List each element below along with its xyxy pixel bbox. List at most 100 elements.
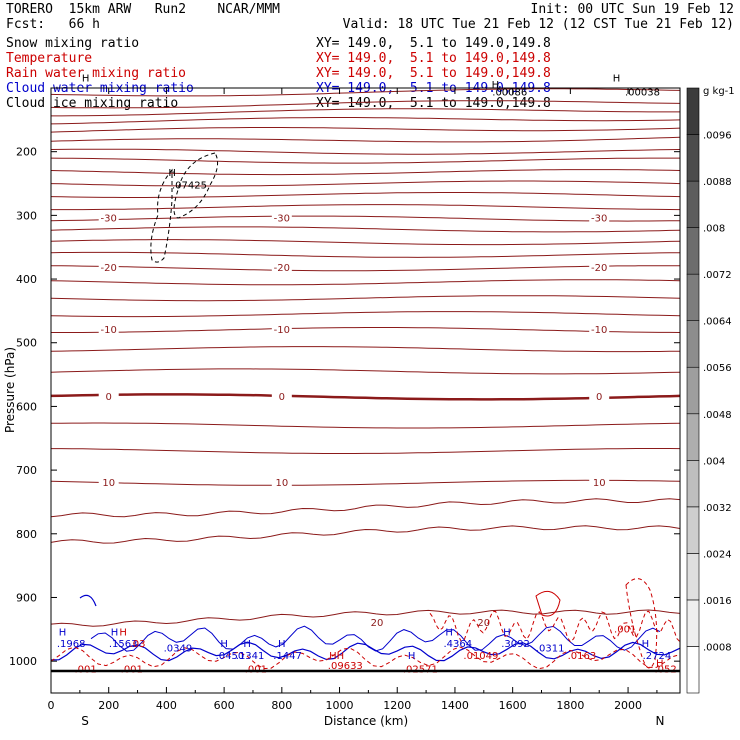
field-xy: XY= 149.0, 5.1 to 149.0,149.8: [316, 66, 551, 81]
contour-label-bg: [271, 390, 292, 403]
temperature-contour: [50, 295, 681, 302]
temperature-contour: [50, 251, 681, 258]
extrema-label: .0450: [216, 651, 245, 662]
x-tick-label: 800: [271, 699, 292, 712]
y-tick-label: 800: [16, 528, 37, 541]
colorbar-label: .0088: [703, 177, 732, 188]
extrema-label: H: [278, 639, 286, 650]
contour-label-bg: [589, 324, 610, 336]
contour-label-bg: [271, 262, 292, 275]
y-tick-label: 900: [16, 591, 37, 604]
colorbar-segment: [686, 366, 700, 415]
temperature-contour: [50, 215, 681, 222]
colorbar-label: .0096: [703, 131, 732, 142]
cloud-water-contour: [90, 625, 661, 652]
contour-label: 10: [275, 478, 288, 489]
extrema-label: .09633: [328, 661, 363, 672]
extrema-label: .1563: [109, 639, 138, 650]
colorbar-label: .004: [703, 456, 725, 467]
colorbar-unit: g kg-1: [703, 86, 735, 97]
temperature-contour: [50, 100, 681, 109]
temperature-contour: [51, 327, 681, 333]
extrema-label: H: [503, 628, 511, 639]
x-tick-label: 600: [214, 699, 235, 712]
temperature-contour: [50, 192, 681, 198]
field-xy: XY= 149.0, 5.1 to 149.0,149.8: [316, 36, 551, 51]
contour-label-bg: [98, 262, 119, 275]
contour-label: -30: [591, 214, 607, 225]
contour-label: -20: [101, 263, 117, 274]
header-model: TORERO 15km ARW Run2 NCAR/MMM: [6, 2, 280, 17]
x-end-label-left: S: [81, 714, 89, 728]
field-label: Temperature: [6, 51, 93, 66]
colorbar-label: .0048: [703, 410, 732, 421]
y-tick-label: 1000: [9, 655, 37, 668]
colorbar-segment: [686, 320, 700, 368]
temperature-contour: [51, 448, 681, 454]
x-tick-label: 1800: [556, 699, 584, 712]
temperature-contour: [50, 422, 681, 429]
extrema-label: H: [642, 639, 650, 650]
contour-label-bg: [98, 476, 119, 489]
temperature-contour: [51, 265, 681, 272]
extrema-label: .00038: [625, 88, 660, 99]
temperature-contour: [50, 169, 681, 176]
rain-water-contour: [625, 578, 658, 669]
contour-label-bg: [589, 212, 610, 225]
extrema-label: .1447: [273, 651, 302, 662]
contour-label: 10: [102, 478, 115, 489]
temperature-contour: [50, 525, 681, 544]
snow-mixing-contours: [150, 152, 219, 263]
extrema-label: .1968: [57, 639, 86, 650]
snow-contour: [150, 168, 173, 263]
extrema-label: H: [243, 639, 251, 650]
contour-label-bg: [271, 212, 292, 225]
contour-label: 20: [371, 618, 384, 629]
colorbar-label: .0032: [703, 503, 732, 514]
snow-contour: [173, 152, 219, 219]
field-xy: XY= 149.0, 5.1 to 149.0,149.8: [316, 96, 551, 111]
x-tick-label: 400: [156, 699, 177, 712]
temperature-contour: [50, 609, 681, 627]
temperature-contour: [50, 136, 681, 143]
header-valid: Valid: 18 UTC Tue 21 Feb 12 (12 CST Tue …: [342, 17, 734, 32]
x-tick-label: 1000: [326, 699, 354, 712]
extrema-label: H: [656, 658, 664, 669]
contour-label-bg: [589, 390, 610, 403]
field-label: Rain water mixing ratio: [6, 66, 187, 81]
colorbar-segment: [686, 87, 700, 135]
extrema-label: H: [111, 628, 119, 639]
temperature-contour: [50, 117, 681, 125]
colorbar-label: .0008: [703, 642, 732, 653]
x-tick-label: 1200: [383, 699, 411, 712]
y-tick-label: 500: [16, 337, 37, 350]
field-xy: XY= 149.0, 5.1 to 149.0,149.8: [316, 51, 551, 66]
contour-label-bg: [367, 616, 388, 629]
colorbar-segment: [686, 506, 700, 554]
extrema-label: .03: [130, 639, 146, 650]
extrema-label: H: [220, 639, 228, 650]
colorbar-segment: [686, 227, 700, 275]
contour-label-bg: [98, 212, 119, 225]
surface-moisture-contours: [50, 578, 681, 670]
contour-label: -20: [274, 263, 290, 274]
extrema-label: H: [445, 628, 453, 639]
rain-water-contour: [429, 610, 681, 643]
colorbar-segment: [686, 553, 700, 601]
contour-label: -20: [591, 263, 607, 274]
x-axis: 0 200 400 600 800 1000 1200 1400 1600 1800 2000: [48, 88, 658, 712]
y-axis-title: Pressure (hPa): [3, 347, 17, 433]
rain-water-contour: [535, 590, 561, 617]
colorbar-segment: [686, 460, 700, 508]
colorbar-segment: [686, 273, 700, 321]
contour-label: -10: [101, 325, 117, 336]
extrema-label: H: [119, 628, 127, 639]
extrema-label: .01049: [463, 651, 498, 662]
x-axis-title: Distance (km): [324, 714, 408, 728]
extrema-label: HH: [329, 651, 344, 662]
contour-label-bg: [271, 324, 292, 336]
temperature-contour: [51, 108, 680, 117]
colorbar-segment: [686, 180, 700, 228]
plot-frame: [50, 87, 681, 694]
colorbar-segment: [686, 134, 700, 182]
